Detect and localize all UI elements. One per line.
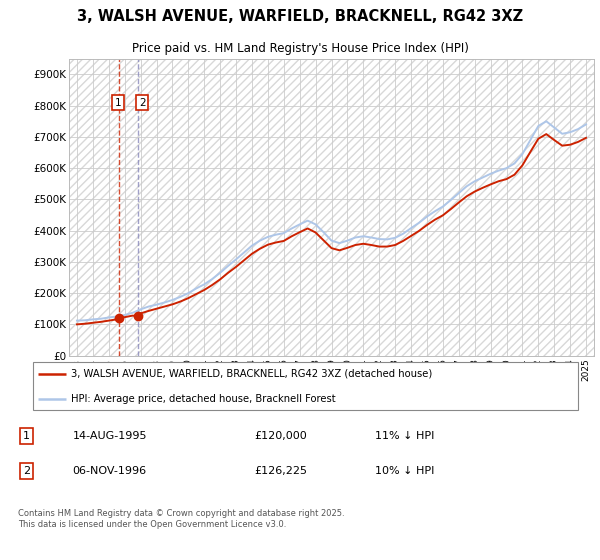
Text: 3, WALSH AVENUE, WARFIELD, BRACKNELL, RG42 3XZ: 3, WALSH AVENUE, WARFIELD, BRACKNELL, RG… bbox=[77, 9, 523, 24]
Text: £126,225: £126,225 bbox=[254, 466, 307, 476]
Text: £120,000: £120,000 bbox=[254, 431, 307, 441]
Text: 10% ↓ HPI: 10% ↓ HPI bbox=[375, 466, 434, 476]
Text: 1: 1 bbox=[23, 431, 30, 441]
Text: 14-AUG-1995: 14-AUG-1995 bbox=[73, 431, 147, 441]
Text: 3, WALSH AVENUE, WARFIELD, BRACKNELL, RG42 3XZ (detached house): 3, WALSH AVENUE, WARFIELD, BRACKNELL, RG… bbox=[71, 369, 433, 379]
Text: Price paid vs. HM Land Registry's House Price Index (HPI): Price paid vs. HM Land Registry's House … bbox=[131, 43, 469, 55]
Text: 06-NOV-1996: 06-NOV-1996 bbox=[73, 466, 146, 476]
Text: HPI: Average price, detached house, Bracknell Forest: HPI: Average price, detached house, Brac… bbox=[71, 394, 336, 404]
Text: 2: 2 bbox=[139, 97, 145, 108]
FancyBboxPatch shape bbox=[33, 362, 578, 409]
Text: 2: 2 bbox=[23, 466, 30, 476]
Text: Contains HM Land Registry data © Crown copyright and database right 2025.
This d: Contains HM Land Registry data © Crown c… bbox=[18, 510, 344, 529]
Text: 11% ↓ HPI: 11% ↓ HPI bbox=[375, 431, 434, 441]
Text: 1: 1 bbox=[115, 97, 121, 108]
